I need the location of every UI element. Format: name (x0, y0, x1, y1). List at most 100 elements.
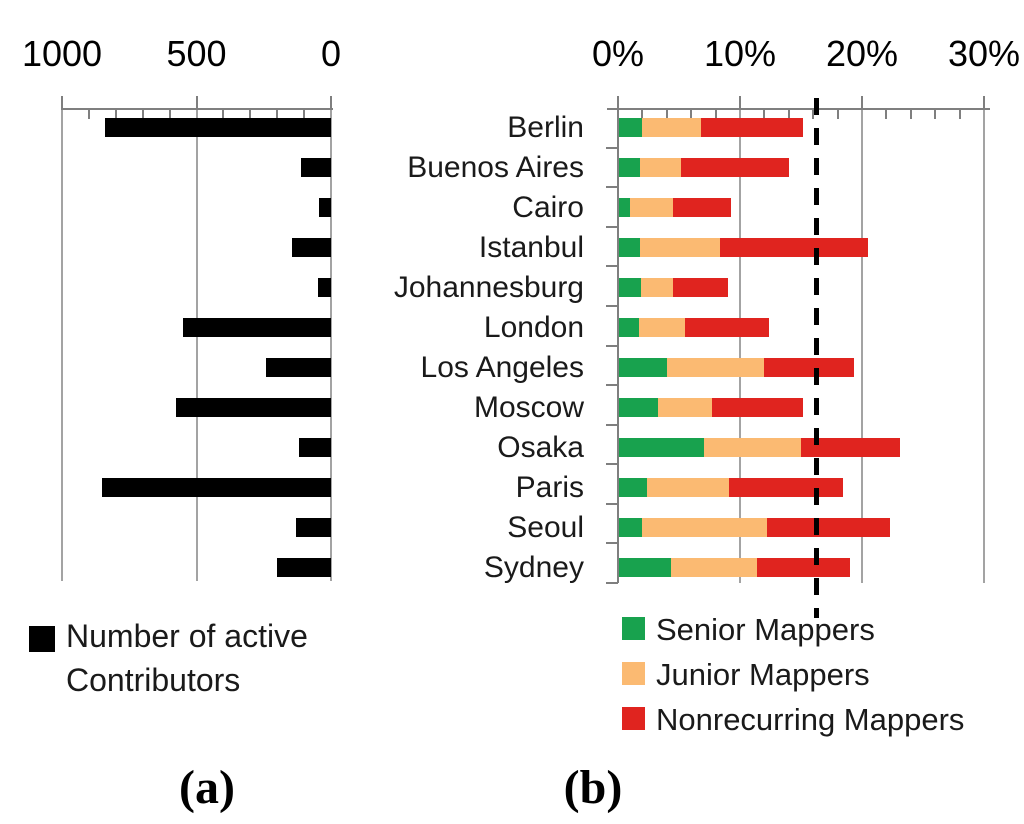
buenos-aires-nonrecurring-mappers-segment (681, 158, 789, 177)
cairo-nonrecurring-mappers-segment (672, 198, 732, 217)
panel-a-minor-tick-3 (141, 110, 144, 119)
category-label-buenos-aires: Buenos Aires (407, 151, 584, 184)
sydney-senior-mappers-segment (619, 558, 672, 577)
panel-b-category-tick-8 (606, 423, 618, 426)
panel-b-tick-label-20-: 20% (825, 33, 899, 74)
panel-a-major-tick-0 (61, 96, 63, 110)
category-label-london: London (483, 311, 584, 344)
panel-a-minor-tick-1 (87, 110, 90, 119)
panel-b-major-tick-1 (739, 96, 741, 110)
panel-b-gridline-20 (861, 109, 863, 583)
panel-b-minor-tick-9 (836, 110, 839, 119)
dashed-reference-line (813, 98, 819, 618)
london-nonrecurring-mappers-segment (684, 318, 770, 337)
contributors-bar-seoul (296, 518, 331, 537)
panel-a-gridline-2 (330, 109, 332, 581)
contributors-legend-label-line2: Contributors (66, 662, 241, 698)
panel-b-minor-tick-1 (641, 110, 644, 119)
panel-a-major-tick-2 (330, 96, 332, 110)
panel-b-minor-tick-8 (812, 110, 815, 119)
panel-b-minor-tick-6 (763, 110, 766, 119)
contributors-bar-london (183, 318, 331, 337)
paris-junior-mappers-segment (647, 478, 729, 497)
panel-b-minor-tick-4 (714, 110, 717, 119)
contributors-bar-paris (102, 478, 331, 497)
contributors-bar-berlin (105, 118, 331, 137)
panel-b-minor-tick-12 (909, 110, 912, 119)
moscow-nonrecurring-mappers-segment (711, 398, 804, 417)
panel-b-category-tick-11 (606, 542, 618, 545)
contributors-bar-istanbul (291, 238, 331, 257)
senior-mappers-legend-label: Senior Mappers (656, 612, 875, 647)
panel-b-minor-tick-2 (665, 110, 668, 119)
panel-b-major-tick-2 (861, 96, 863, 110)
panel-b-tick-label-10-: 10% (703, 33, 777, 74)
istanbul-nonrecurring-mappers-segment (720, 238, 868, 257)
seoul-senior-mappers-segment (619, 518, 643, 537)
panel-a-minor-tick-6 (222, 110, 225, 119)
contributors-bar-buenos-aires (301, 158, 331, 177)
london-senior-mappers-segment (619, 318, 639, 337)
category-label-moscow: Moscow (473, 391, 584, 424)
panel-a-major-tick-1 (195, 96, 198, 110)
panel-b-category-tick-4 (606, 265, 618, 268)
junior-mappers-legend-label: Junior Mappers (656, 657, 870, 692)
panel-b-minor-tick-3 (690, 110, 693, 119)
contributors-bar-johannesburg (317, 278, 331, 297)
paris-senior-mappers-segment (619, 478, 648, 497)
sydney-junior-mappers-segment (671, 558, 757, 577)
johannesburg-nonrecurring-mappers-segment (672, 278, 728, 297)
contributors-bar-cairo (318, 198, 331, 217)
category-label-paris: Paris (515, 471, 584, 504)
category-label-cairo: Cairo (512, 191, 584, 224)
panel-a-minor-tick-4 (168, 110, 171, 119)
buenos-aires-junior-mappers-segment (639, 158, 682, 177)
contributors-bar-moscow (176, 398, 331, 417)
panel-b-major-tick-3 (983, 96, 985, 110)
panel-b-minor-tick-7 (787, 110, 790, 119)
panel-a-tick-label-0: 0 (320, 33, 342, 74)
cairo-junior-mappers-segment (629, 198, 673, 217)
contributors-bar-sydney (277, 558, 331, 577)
caption-b: (b) (563, 761, 623, 814)
panel-b-category-tick-12 (606, 582, 618, 584)
panel-a-minor-tick-8 (276, 110, 279, 119)
london-junior-mappers-segment (638, 318, 685, 337)
panel-b-category-tick-9 (606, 463, 618, 466)
category-label-istanbul: Istanbul (478, 231, 584, 264)
johannesburg-junior-mappers-segment (640, 278, 673, 297)
contributors-legend-label-line1: Number of active (66, 618, 308, 654)
panel-b-category-tick-10 (606, 502, 618, 505)
panel-b-gridline-30 (983, 109, 985, 583)
panel-b-category-tick-2 (606, 186, 618, 189)
panel-b-tick-label-30-: 30% (947, 33, 1021, 74)
contributors-bar-los-angeles (266, 358, 331, 377)
category-label-seoul: Seoul (507, 511, 584, 544)
category-label-berlin: Berlin (507, 111, 584, 144)
moscow-junior-mappers-segment (658, 398, 712, 417)
panel-a-gridline-0 (61, 109, 63, 581)
istanbul-junior-mappers-segment (639, 238, 721, 257)
berlin-nonrecurring-mappers-segment (700, 118, 804, 137)
senior-mappers-legend-swatch (622, 617, 645, 640)
panel-a-tick-label-1000: 1000 (21, 33, 103, 74)
panel-a-minor-tick-7 (249, 110, 252, 119)
junior-mappers-legend-swatch (622, 662, 645, 685)
category-label-osaka: Osaka (497, 431, 584, 464)
contributors-legend-swatch (29, 626, 55, 652)
panel-b-major-tick-0 (617, 96, 619, 110)
berlin-junior-mappers-segment (642, 118, 701, 137)
panel-b-category-tick-6 (606, 344, 618, 347)
los-angeles-junior-mappers-segment (666, 358, 765, 377)
paris-nonrecurring-mappers-segment (728, 478, 844, 497)
category-label-sydney: Sydney (483, 551, 584, 584)
istanbul-senior-mappers-segment (619, 238, 640, 257)
panel-a-gridline-1 (195, 109, 198, 581)
panel-b-category-tick-5 (606, 304, 618, 307)
panel-b-left-axis (617, 108, 619, 583)
panel-a-tick-label-500: 500 (166, 33, 227, 74)
berlin-senior-mappers-segment (619, 118, 643, 137)
panel-b-category-tick-1 (606, 146, 618, 149)
panel-a-axis-line (62, 108, 333, 110)
